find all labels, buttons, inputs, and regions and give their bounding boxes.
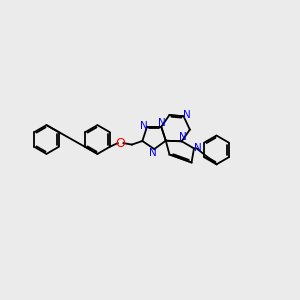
Text: N: N <box>149 148 157 158</box>
Text: N: N <box>183 110 191 119</box>
Text: N: N <box>194 143 202 153</box>
Text: N: N <box>158 118 166 128</box>
Text: N: N <box>140 121 148 131</box>
Text: N: N <box>179 132 187 142</box>
Text: O: O <box>116 136 125 150</box>
